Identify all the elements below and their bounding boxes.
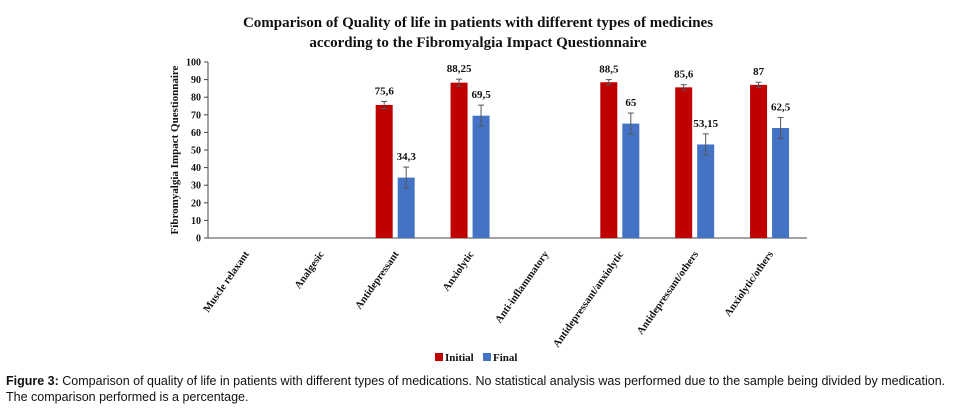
legend-swatch-initial xyxy=(435,353,443,361)
data-label: 88,25 xyxy=(447,63,472,75)
legend-label-final: Final xyxy=(493,352,517,364)
y-tick-label: 80 xyxy=(191,93,201,104)
caption-text: Comparison of quality of life in patient… xyxy=(6,374,946,404)
data-label: 62,5 xyxy=(771,101,791,113)
data-label: 53,15 xyxy=(693,118,718,130)
y-tick-label: 70 xyxy=(191,110,201,121)
data-label: 75,6 xyxy=(375,85,395,97)
x-tick-label: Analgesic xyxy=(293,249,327,291)
bar-initial xyxy=(675,87,693,239)
y-tick-label: 60 xyxy=(191,128,201,139)
y-tick-label: 10 xyxy=(191,216,201,227)
chart: Comparison of Quality of life in patient… xyxy=(169,15,807,364)
y-tick-label: 50 xyxy=(191,146,201,157)
figure-caption: Figure 3: Comparison of quality of life … xyxy=(6,373,951,405)
y-tick-label: 40 xyxy=(191,163,201,174)
bar-initial xyxy=(600,82,618,239)
y-tick-label: 30 xyxy=(191,181,201,192)
data-label: 88,5 xyxy=(599,64,619,76)
bar-final xyxy=(472,115,490,238)
chart-title-line-1: Comparison of Quality of life in patient… xyxy=(243,15,713,31)
data-label: 87 xyxy=(753,66,765,78)
y-axis-label: Fibromyalgia Impact Questionnaire xyxy=(169,65,181,234)
data-label: 85,6 xyxy=(674,69,694,81)
data-label: 69,5 xyxy=(471,89,491,101)
bar-initial xyxy=(375,104,393,238)
x-tick-label: Antidepressant xyxy=(354,249,402,311)
x-tick-label: Anxiolytic/others xyxy=(723,249,776,318)
legend-label-initial: Initial xyxy=(445,352,474,364)
bar-initial xyxy=(750,84,768,238)
y-tick-label: 20 xyxy=(191,198,201,209)
caption-label: Figure 3: xyxy=(6,374,59,388)
x-tick-label: Antidepressant/others xyxy=(635,249,701,336)
bar-final xyxy=(772,128,790,238)
x-tick-label: Muscle relaxant xyxy=(202,249,253,315)
bar-final xyxy=(697,144,715,238)
y-tick-label: 90 xyxy=(191,75,201,86)
y-tick-label: 100 xyxy=(186,58,201,69)
x-tick-label: Antidepressant/anxiolytic xyxy=(551,249,626,350)
bar-final xyxy=(397,177,415,238)
bar-final xyxy=(622,123,640,238)
legend-swatch-final xyxy=(483,353,491,361)
y-tick-label: 0 xyxy=(196,234,201,245)
chart-title-line-2: according to the Fibromyalgia Impact Que… xyxy=(309,35,647,51)
data-label: 34,3 xyxy=(397,151,417,163)
x-tick-label: Anxiolytic xyxy=(441,249,477,293)
data-label: 65 xyxy=(625,97,637,109)
bar-initial xyxy=(450,82,468,239)
x-tick-label: Anti-inflammatory xyxy=(494,249,552,326)
